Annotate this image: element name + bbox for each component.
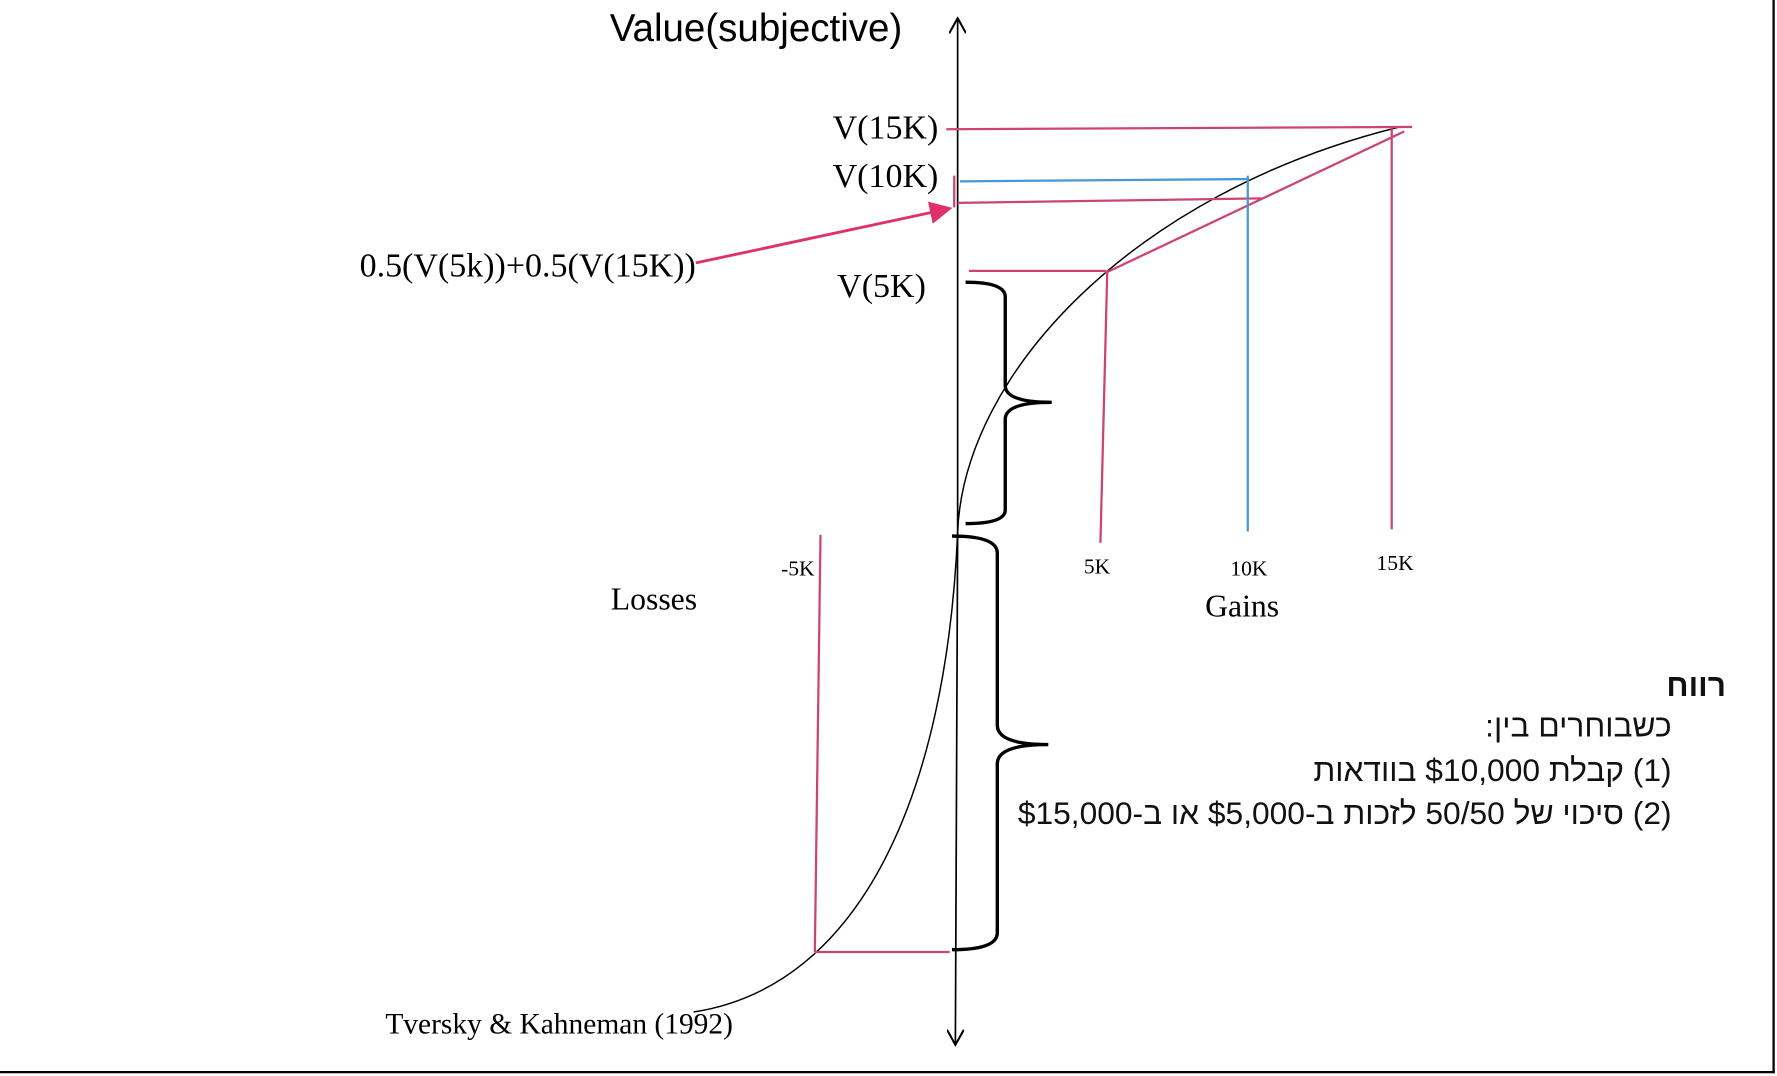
label-v5k: V(5K) (837, 268, 926, 305)
losses-label: Losses (611, 582, 697, 617)
chord-line (1104, 130, 1405, 275)
expected-value-guide (957, 197, 1262, 204)
v15k-guide (946, 125, 1413, 131)
text-heading: רווח (1666, 667, 1727, 703)
text-intro: כשבוחרים בין: (1485, 708, 1672, 744)
label-v10k: V(10K) (833, 158, 939, 195)
y-axis-title: Value(subjective) (610, 7, 903, 50)
gains-label: Gains (1205, 589, 1279, 624)
citation: Tversky & Kahneman (1992) (385, 1009, 733, 1041)
neg5k-vertical (813, 534, 822, 952)
label-v15k: V(15K) (833, 109, 939, 146)
text-option-1: (1) קבלת $10,000 בוודאות (1313, 752, 1672, 788)
pink-guides (813, 125, 1413, 954)
tick-15k: 15K (1377, 551, 1415, 575)
tick-5k: 5K (1084, 554, 1111, 578)
5k-vertical (1099, 271, 1109, 543)
gain-brace (965, 280, 1052, 526)
value-axis-down (955, 532, 957, 1045)
losses-curve (693, 532, 959, 1013)
expected-value-arrow (695, 201, 953, 265)
tick-10k: 10K (1230, 557, 1268, 581)
label-expected-value: 0.5(V(5k))+0.5(V(15K)) (360, 248, 696, 285)
v10k-guide (959, 177, 1249, 183)
tick-neg5k: -5K (781, 557, 815, 581)
blue-guides (959, 175, 1249, 532)
loss-brace (951, 534, 1049, 952)
text-option-2: (2) סיכוי של 50/50 לזכות ב-$5,000 או ב-$… (1017, 795, 1672, 831)
gains-curve (956, 126, 1400, 533)
